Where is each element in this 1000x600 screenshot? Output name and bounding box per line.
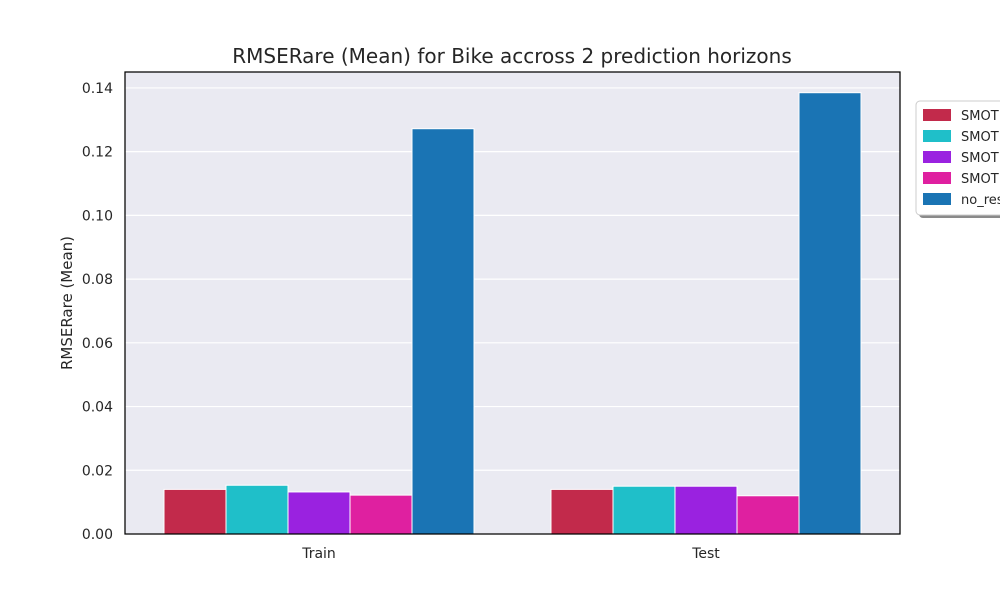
bar [163,488,227,535]
y-tick-label: 0.12 [82,145,113,161]
y-tick-label: 0.06 [82,336,113,352]
legend-swatch [923,151,951,163]
bar [736,495,800,535]
bar [612,485,676,535]
legend-label: SMOT [961,109,999,124]
grid-lines [125,87,900,535]
legend-box [915,100,1000,216]
y-tick-label: 0.04 [82,400,113,416]
legend-label: SMOT [961,151,999,166]
y-tick-label: 0.08 [82,272,113,288]
x-tick-label: Train [301,546,336,562]
bar [411,128,475,535]
legend-label: SMOT [961,130,999,145]
chart-title: RMSERare (Mean) for Bike accross 2 predi… [232,44,792,68]
bar [287,491,351,535]
plot-frame [124,71,901,535]
bar [225,484,289,535]
x-axis-ticks: Train Test [301,546,720,562]
y-axis-ticks: 0.00 0.02 0.04 0.06 0.08 0.10 0.12 0.14 [82,81,113,543]
legend-swatch [923,130,951,142]
bar [550,488,614,535]
x-tick-label: Test [691,546,720,562]
legend-swatch [923,109,951,121]
legend-swatch [923,193,951,205]
legend-label: no_res [961,193,1000,208]
legend-label: SMOT [961,172,999,187]
y-tick-label: 0.10 [82,208,113,224]
plot-background [125,72,900,534]
y-tick-label: 0.02 [82,463,113,479]
y-tick-label: 0.14 [82,81,113,97]
y-axis-label: RMSERare (Mean) [58,236,76,370]
bar [798,92,862,535]
y-tick-label: 0.00 [82,527,113,543]
bars [163,92,862,535]
legend-swatch [923,172,951,184]
legend: SMOT SMOT SMOT SMOT no_res [915,100,1000,218]
bar [674,485,738,535]
bar [349,494,413,535]
